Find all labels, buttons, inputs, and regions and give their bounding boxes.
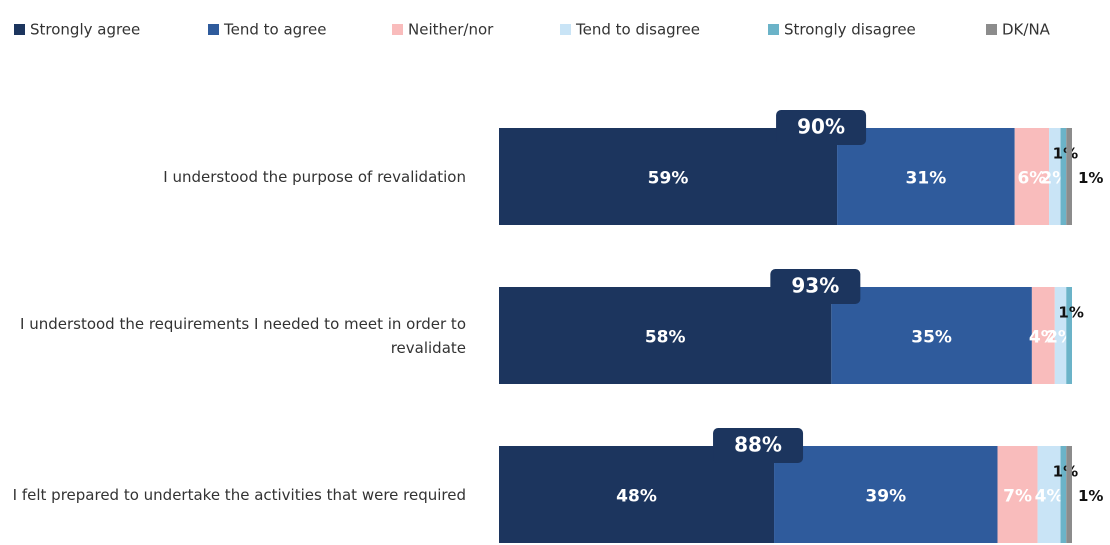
value-label: 7% — [1003, 487, 1032, 507]
total-badge — [776, 110, 867, 145]
bar-segment — [1031, 287, 1055, 384]
value-label: 6% — [1017, 169, 1046, 189]
total-label: 93% — [791, 274, 839, 298]
bar-segment — [1066, 128, 1072, 225]
legend-label: Neither/nor — [408, 21, 494, 39]
total-badge — [713, 428, 804, 463]
value-label: 1% — [1053, 463, 1078, 481]
bar-segment — [1060, 446, 1067, 543]
legend-label: Strongly agree — [30, 21, 140, 39]
legend-swatch — [768, 24, 779, 35]
value-label: 1% — [1078, 487, 1103, 505]
value-label: 4% — [1029, 328, 1058, 348]
value-label: 59% — [648, 169, 689, 189]
bar-segment — [1049, 128, 1061, 225]
total-label: 90% — [797, 115, 845, 139]
category-label: I felt prepared to undertake the activit… — [12, 485, 466, 504]
category-label: I understood the purpose of revalidation — [163, 167, 466, 186]
value-label: 35% — [911, 328, 952, 348]
legend-swatch — [560, 24, 571, 35]
value-label: 4% — [1035, 487, 1064, 507]
value-label: 1% — [1058, 304, 1083, 322]
legend-swatch — [392, 24, 403, 35]
total-badge — [770, 269, 861, 304]
bar-segment — [997, 446, 1038, 543]
bar-segment — [837, 128, 1015, 225]
value-label: 31% — [906, 169, 947, 189]
bar-segment — [1066, 287, 1072, 384]
legend-label: Tend to agree — [223, 21, 326, 39]
total-label: 88% — [734, 433, 782, 457]
value-label: 48% — [616, 487, 657, 507]
legend-label: Strongly disagree — [784, 21, 916, 39]
legend-label: Tend to disagree — [575, 21, 700, 39]
bar-segment — [1066, 446, 1072, 543]
value-label: 58% — [645, 328, 686, 348]
legend-swatch — [986, 24, 997, 35]
bar-segment — [831, 287, 1032, 384]
bar-segment — [1060, 128, 1067, 225]
value-label: 1% — [1078, 169, 1103, 187]
bar-segment — [1054, 287, 1067, 384]
legend-swatch — [14, 24, 25, 35]
value-label: 39% — [865, 487, 906, 507]
legend-label: DK/NA — [1002, 21, 1051, 39]
value-label: 1% — [1053, 145, 1078, 163]
bar-segment — [774, 446, 998, 543]
bar-segment — [1037, 446, 1061, 543]
bar-segment — [1014, 128, 1050, 225]
category-label: I understood the requirements I needed t… — [20, 314, 466, 357]
legend-swatch — [208, 24, 219, 35]
